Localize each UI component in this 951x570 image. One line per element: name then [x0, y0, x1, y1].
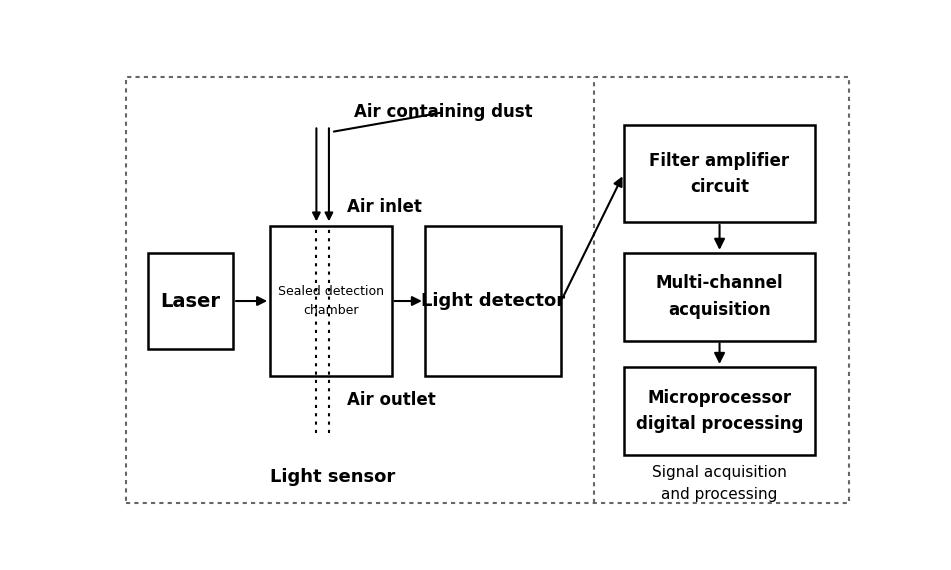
Text: Microprocessor
digital processing: Microprocessor digital processing	[636, 389, 804, 433]
Bar	[425, 226, 561, 376]
Text: Filter amplifier
circuit: Filter amplifier circuit	[650, 152, 789, 196]
Text: Sealed detection
chamber: Sealed detection chamber	[278, 285, 384, 317]
Text: Light detector: Light detector	[421, 292, 565, 310]
Text: Air containing dust: Air containing dust	[354, 103, 533, 121]
Text: Signal acquisition
and processing: Signal acquisition and processing	[652, 465, 787, 502]
Bar	[624, 253, 815, 340]
Text: Air outlet: Air outlet	[347, 391, 437, 409]
Bar	[624, 125, 815, 222]
Text: Light sensor: Light sensor	[270, 467, 396, 486]
Text: Air inlet: Air inlet	[347, 198, 422, 215]
Text: Multi-channel
acquisition: Multi-channel acquisition	[656, 274, 784, 319]
Text: Laser: Laser	[161, 291, 221, 311]
Bar	[270, 226, 392, 376]
Bar	[624, 367, 815, 455]
Bar	[148, 253, 233, 349]
